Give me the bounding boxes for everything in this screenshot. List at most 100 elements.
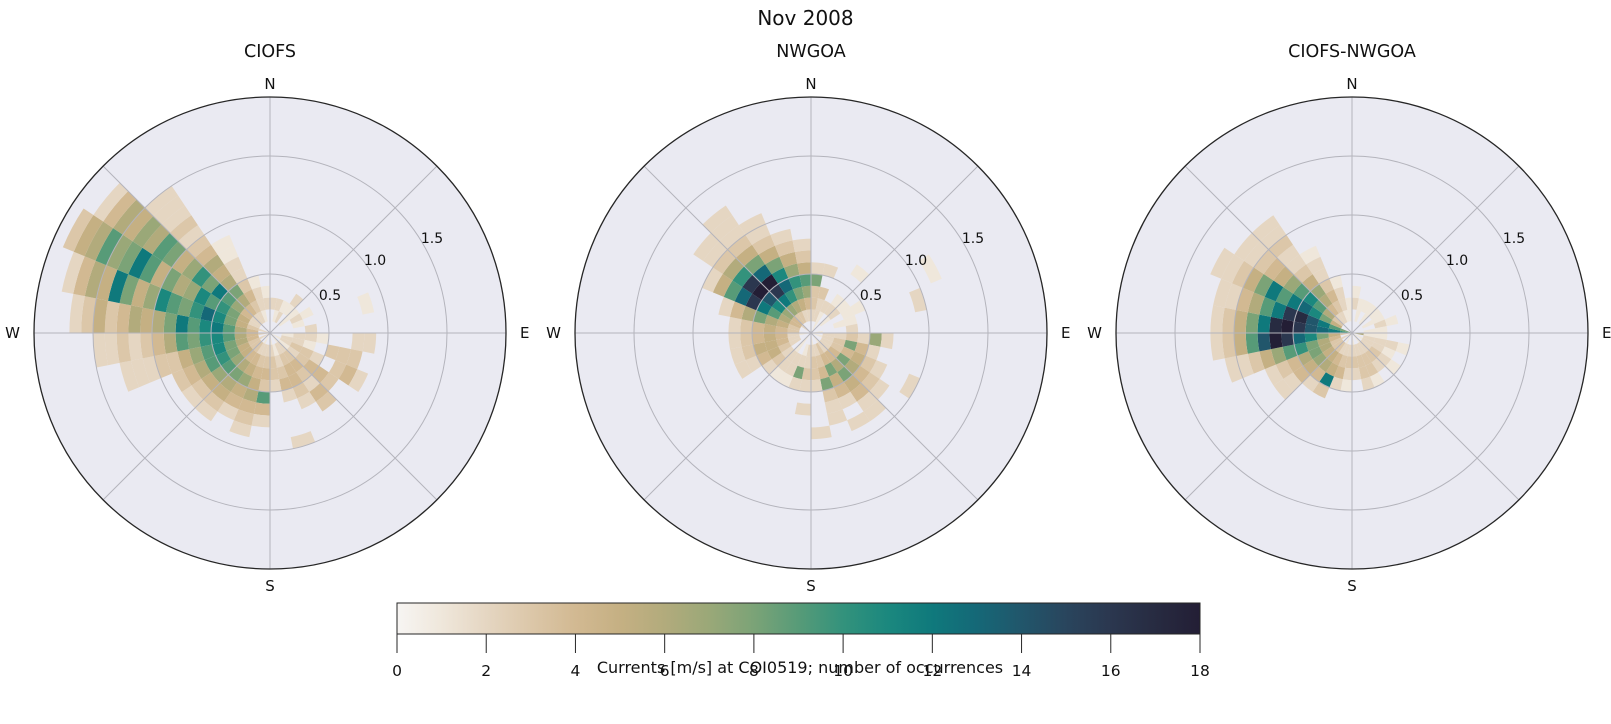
- heatmap-cell: [1342, 309, 1350, 323]
- heatmap-cell: [763, 323, 777, 333]
- heatmap-cell: [1318, 293, 1333, 308]
- heatmap-cell: [820, 300, 831, 314]
- heatmap-cell: [1340, 330, 1352, 333]
- heatmap-cell: [258, 379, 270, 392]
- heatmap-cell: [824, 362, 838, 377]
- heatmap-cell: [258, 333, 270, 336]
- heatmap-cell: [191, 378, 212, 400]
- heatmap-cell: [142, 224, 170, 255]
- heatmap-cell: [745, 223, 771, 245]
- heatmap-cell: [128, 247, 153, 279]
- heatmap-cell: [1270, 301, 1287, 320]
- heatmap-cell: [144, 185, 179, 217]
- heatmap-cell: [93, 333, 108, 368]
- heatmap-cell: [274, 311, 284, 324]
- heatmap-cell: [84, 221, 114, 261]
- heatmap-cell: [840, 346, 855, 360]
- heatmap-cell: [272, 309, 280, 323]
- heatmap-cell: [188, 346, 205, 365]
- heatmap-cell: [804, 356, 811, 369]
- heatmap-cell: [187, 333, 201, 350]
- heatmap-cell: [270, 297, 277, 310]
- compass-label-n: N: [805, 75, 816, 93]
- heatmap-cell: [1347, 344, 1352, 357]
- heatmap-cell: [250, 352, 261, 366]
- heatmap-cell: [1361, 337, 1374, 347]
- heatmap-cell: [1317, 337, 1331, 347]
- heatmap-cell: [61, 251, 85, 294]
- heatmap-cell: [1247, 292, 1265, 315]
- heatmap-cell: [1253, 249, 1277, 274]
- heatmap-cell: [244, 349, 257, 363]
- heatmap-cell: [815, 342, 825, 355]
- heatmap-cell: [1328, 333, 1341, 338]
- heatmap-cell: [260, 285, 270, 299]
- heatmap-cell: [788, 275, 802, 290]
- grid-spoke: [102, 332, 271, 501]
- polar-outline: [33, 96, 507, 570]
- heatmap-cell: [813, 343, 821, 357]
- heatmap-cell: [843, 314, 858, 327]
- heatmap-cell: [278, 339, 290, 350]
- heatmap-cell: [799, 274, 811, 287]
- compass-label-s: S: [806, 577, 816, 595]
- radial-tick-label: 1.0: [905, 253, 927, 269]
- heatmap-cell: [69, 293, 85, 333]
- heatmap-cell: [1305, 314, 1320, 327]
- heatmap-cell: [1345, 333, 1352, 344]
- heatmap-cell: [801, 309, 809, 323]
- heatmap-cell: [865, 344, 881, 361]
- heatmap-cell: [272, 343, 280, 357]
- subplot-title: CIOFS: [244, 42, 296, 62]
- heatmap-cell: [1362, 335, 1376, 343]
- heatmap-cell: [779, 251, 798, 268]
- heatmap-cell: [868, 333, 882, 347]
- heatmap-cell: [233, 409, 254, 426]
- heatmap-cell: [244, 303, 257, 317]
- heatmap-cell: [1247, 351, 1265, 374]
- colorbar-tick-label: 8: [749, 662, 759, 680]
- heatmap-cell: [289, 313, 303, 324]
- heatmap-cell: [1330, 319, 1343, 329]
- heatmap-cell: [1210, 247, 1235, 279]
- heatmap-cell: [820, 337, 833, 347]
- heatmap-cell: [702, 205, 733, 233]
- heatmap-cell: [293, 333, 306, 340]
- heatmap-cell: [1259, 349, 1276, 370]
- heatmap-cell: [230, 267, 248, 284]
- heatmap-cell: [260, 309, 268, 323]
- heatmap-cell: [1370, 372, 1385, 388]
- heatmap-cell: [163, 333, 178, 354]
- heatmap-cell: [792, 365, 805, 380]
- heatmap-cell: [1251, 215, 1280, 242]
- heatmap-cell: [1234, 309, 1248, 333]
- heatmap-cell: [237, 372, 252, 388]
- radial-tick-label: 0.5: [1401, 288, 1423, 304]
- heatmap-cell: [139, 254, 163, 284]
- polar-outline: [1115, 96, 1589, 570]
- heatmap-cell: [128, 333, 143, 361]
- heatmap-cell: [240, 307, 254, 320]
- heatmap-cell: [119, 274, 140, 306]
- heatmap-cell: [833, 382, 851, 399]
- heatmap-cell: [784, 362, 798, 377]
- heatmap-cell: [315, 391, 337, 412]
- heatmap-cell: [193, 360, 212, 379]
- heatmap-cell: [224, 391, 243, 410]
- heatmap-cell: [850, 300, 866, 315]
- polar-grid: [575, 97, 1047, 569]
- heatmap-cell: [787, 333, 800, 338]
- heatmap-cell: [781, 307, 795, 320]
- heatmap-cell: [201, 274, 220, 294]
- heatmap-cell: [752, 321, 765, 333]
- heatmap-cell: [1335, 341, 1346, 353]
- heatmap-cell: [791, 300, 802, 314]
- heatmap-cell: [260, 367, 270, 381]
- heatmap-cell: [1395, 342, 1410, 356]
- heatmap-cell: [250, 300, 261, 314]
- heatmap-cell: [204, 355, 221, 373]
- heatmap-cell: [741, 305, 757, 322]
- heatmap-cell: [820, 376, 834, 391]
- heatmap-cell: [1360, 339, 1372, 350]
